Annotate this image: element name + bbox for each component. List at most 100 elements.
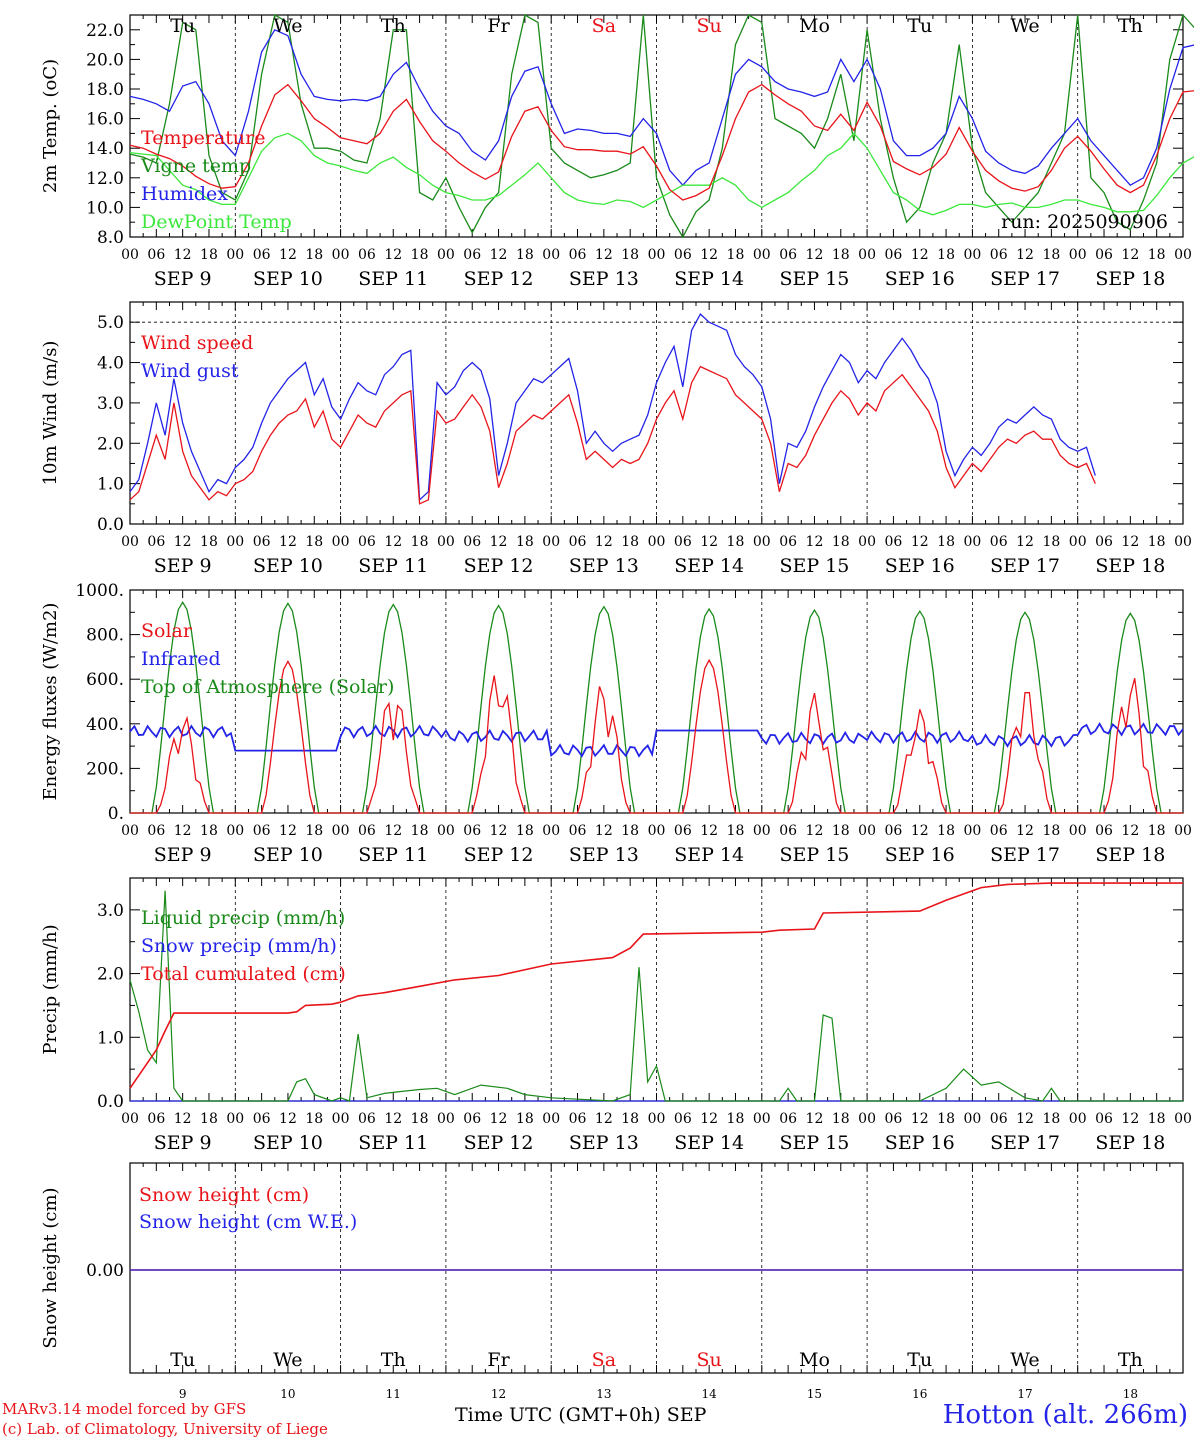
hour-tick-label: 18 (727, 247, 745, 263)
hour-tick-label: 18 (305, 534, 323, 550)
hour-tick-label: 00 (1069, 247, 1087, 263)
y-axis-label: Energy fluxes (W/m2) (40, 603, 61, 801)
hour-tick-label: 12 (490, 823, 508, 839)
y-tick-label: 3.0 (97, 901, 124, 921)
legend-entry: Infrared (141, 648, 221, 670)
hour-tick-label: 18 (1042, 823, 1060, 839)
day-date-label: SEP 14 (674, 268, 744, 290)
series-line-2 (129, 28, 1194, 187)
y-axis-label: 10m Wind (m/s) (40, 341, 61, 486)
hour-tick-label: 18 (1042, 534, 1060, 550)
y-tick-label: 800. (86, 626, 124, 646)
hour-tick-label: 18 (832, 823, 850, 839)
hour-tick-label: 18 (516, 247, 534, 263)
hour-tick-label: 18 (1148, 1111, 1166, 1127)
hour-tick-label: 18 (832, 1111, 850, 1127)
y-tick-label: 0.0 (97, 1092, 124, 1112)
hour-tick-label: 12 (1016, 247, 1034, 263)
y-tick-label: 12.0 (86, 169, 124, 189)
hour-tick-label: 00 (437, 247, 455, 263)
hour-tick-label: 00 (332, 534, 350, 550)
hour-tick-label: 12 (911, 247, 929, 263)
hour-tick-label: 12 (1016, 1111, 1034, 1127)
hour-tick-label: 06 (885, 534, 903, 550)
y-tick-label: 4.0 (97, 354, 124, 374)
hour-tick-label: 00 (121, 247, 139, 263)
weekday-label: Tu (907, 1349, 932, 1371)
day-date-label: SEP 18 (1095, 1132, 1165, 1154)
day-number-label: 11 (386, 1387, 401, 1401)
day-date-label: SEP 15 (780, 1132, 850, 1154)
model-credit: MARv3.14 model forced by GFS (2, 1400, 247, 1418)
hour-tick-label: 00 (858, 247, 876, 263)
hour-tick-label: 18 (1042, 1111, 1060, 1127)
y-tick-label: 0. (108, 804, 124, 824)
hour-tick-label: 06 (779, 247, 797, 263)
y-tick-label: 10.0 (86, 198, 124, 218)
hour-tick-label: 12 (279, 534, 297, 550)
hour-tick-label: 12 (1121, 823, 1139, 839)
hour-tick-label: 00 (121, 534, 139, 550)
weekday-label: Th (1118, 15, 1143, 37)
hour-tick-label: 06 (253, 1111, 271, 1127)
hour-tick-label: 12 (384, 247, 402, 263)
weekday-label: Tu (907, 15, 932, 37)
hour-tick-label: 12 (595, 823, 613, 839)
hour-tick-label: 12 (700, 1111, 718, 1127)
day-number-label: 18 (1123, 1387, 1138, 1401)
legend-entry: DewPoint Temp (141, 211, 292, 233)
lab-credit: (c) Lab. of Climatology, University of L… (2, 1420, 328, 1438)
hour-tick-label: 18 (621, 534, 639, 550)
hour-tick-label: 06 (1095, 1111, 1113, 1127)
hour-tick-label: 18 (305, 823, 323, 839)
legend-entry: Temperature (141, 127, 265, 149)
series-line-0 (129, 365, 1096, 505)
hour-tick-label: 12 (1016, 823, 1034, 839)
hour-tick-label: 06 (674, 534, 692, 550)
hour-tick-label: 00 (332, 1111, 350, 1127)
series-line-0 (129, 890, 1183, 1102)
y-tick-label: 2.0 (97, 434, 124, 454)
weekday-label: Su (697, 1349, 722, 1371)
series-line-1 (129, 13, 1194, 239)
hour-tick-label: 06 (990, 1111, 1008, 1127)
series-line-2 (129, 882, 1183, 1089)
hour-tick-label: 18 (411, 1111, 429, 1127)
y-tick-label: 0.0 (97, 515, 124, 535)
legend-entry: Solar (141, 620, 193, 642)
weekday-label: Th (381, 15, 406, 37)
day-date-label: SEP 16 (885, 1132, 955, 1154)
hour-tick-label: 18 (727, 534, 745, 550)
hour-tick-label: 06 (885, 1111, 903, 1127)
hour-tick-label: 00 (226, 1111, 244, 1127)
hour-tick-label: 00 (1069, 534, 1087, 550)
hour-tick-label: 06 (147, 247, 165, 263)
time-axis-label: Time UTC (GMT+0h) SEP (455, 1404, 707, 1426)
series-line-solar (130, 658, 1183, 814)
hour-tick-label: 12 (595, 247, 613, 263)
legend-entry: Snow height (cm W.E.) (139, 1211, 357, 1233)
hour-tick-label: 00 (753, 1111, 771, 1127)
hour-tick-label: 00 (121, 1111, 139, 1127)
weekday-label: Tu (170, 15, 195, 37)
weekday-label: Sa (592, 1349, 616, 1371)
hour-tick-label: 00 (1069, 1111, 1087, 1127)
day-date-label: SEP 18 (1095, 268, 1165, 290)
hour-tick-label: 06 (990, 534, 1008, 550)
day-date-label: SEP 11 (358, 844, 428, 866)
hour-tick-label: 06 (358, 534, 376, 550)
y-tick-label: 1000. (75, 581, 124, 601)
hour-tick-label: 06 (779, 1111, 797, 1127)
day-date-label: SEP 17 (990, 555, 1060, 577)
hour-tick-label: 12 (911, 823, 929, 839)
hour-tick-label: 18 (727, 1111, 745, 1127)
day-date-label: SEP 10 (253, 844, 323, 866)
day-date-label: SEP 17 (990, 1132, 1060, 1154)
hour-tick-label: 00 (542, 247, 560, 263)
day-date-label: SEP 13 (569, 555, 639, 577)
hour-tick-label: 06 (1095, 823, 1113, 839)
hour-tick-label: 06 (885, 823, 903, 839)
day-date-label: SEP 12 (464, 555, 534, 577)
hour-tick-label: 12 (595, 534, 613, 550)
